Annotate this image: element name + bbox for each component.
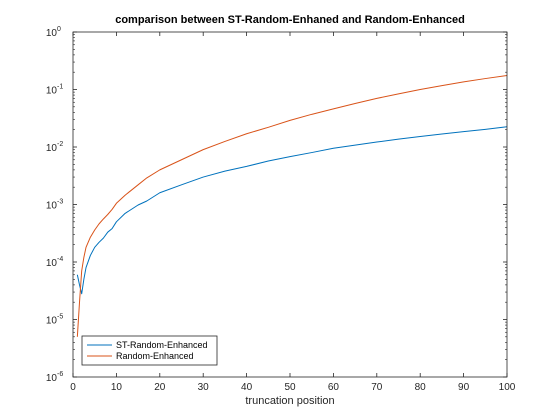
x-tick-label: 70: [371, 382, 383, 393]
x-tick-label: 100: [499, 382, 516, 393]
y-tick-exponent: 0: [57, 26, 61, 33]
y-tick-exponent: -4: [57, 256, 63, 263]
x-tick-label: 80: [415, 382, 427, 393]
y-tick-exponent: -6: [57, 371, 63, 378]
y-tick-label: 10: [46, 258, 58, 269]
x-tick-label: 90: [458, 382, 470, 393]
legend-label: ST-Random-Enhanced: [116, 340, 208, 350]
axes-layer: 0 10 20 30 40 50 60 70 80 90 10010-610-510-410-310…: [46, 26, 516, 393]
x-tick-label: 50: [284, 382, 296, 393]
y-tick-label: 10: [46, 86, 58, 97]
plot-background: [73, 32, 507, 377]
y-tick-label: 10: [46, 201, 58, 212]
series-line-st-random-enhanced: [76, 126, 508, 295]
series-line-random-enhanced: [76, 75, 508, 337]
chart-title: comparison between ST-Random-Enhaned and…: [115, 14, 465, 26]
x-tick-label: 30: [198, 382, 210, 393]
legend-label: Random-Enhanced: [116, 351, 194, 361]
y-tick-exponent: -1: [57, 84, 63, 91]
x-tick-label: 20: [154, 382, 166, 393]
x-axis-label: truncation position: [245, 395, 334, 407]
y-tick-label: 10: [46, 373, 58, 384]
legend-box: [81, 335, 218, 366]
x-tick-label: 40: [241, 382, 253, 393]
y-tick-label: 10: [46, 28, 58, 39]
x-tick-label: 0: [70, 382, 76, 393]
series-layer: [76, 75, 508, 337]
x-tick-label: 60: [328, 382, 340, 393]
y-tick-exponent: -2: [57, 141, 63, 148]
y-tick-exponent: -5: [57, 314, 63, 321]
y-tick-label: 10: [46, 143, 58, 154]
y-tick-label: 10: [46, 316, 58, 327]
plot-area: [73, 32, 507, 377]
x-tick-label: 10: [111, 382, 123, 393]
y-tick-exponent: -3: [57, 199, 63, 206]
